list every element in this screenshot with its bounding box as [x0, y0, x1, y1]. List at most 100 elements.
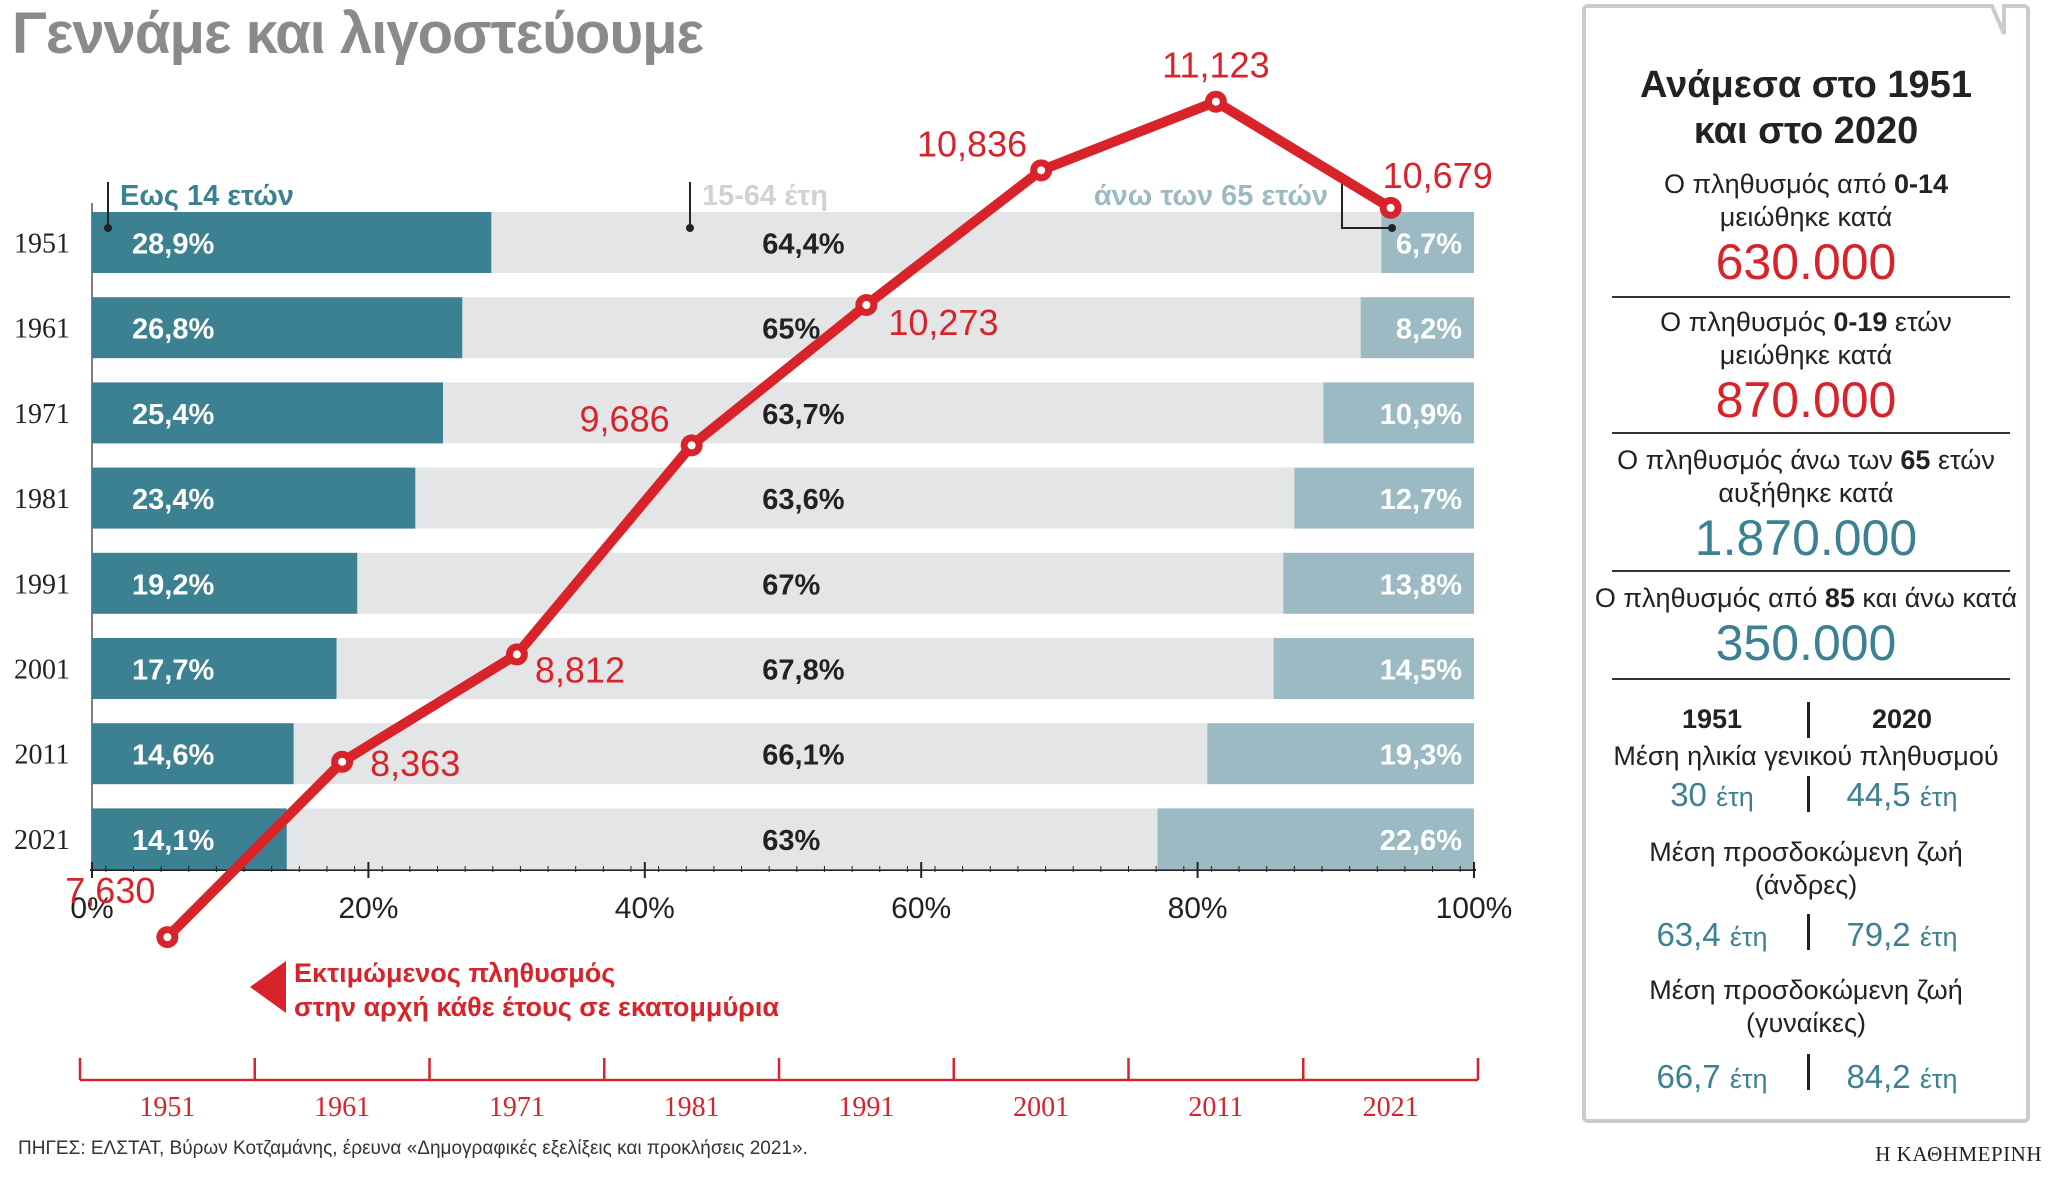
- label-young-2001: 17,7%: [132, 655, 214, 687]
- fact-text: ετών: [1930, 445, 1995, 475]
- value: 44,5: [1846, 776, 1911, 813]
- legend-old: άνω των 65 ετών: [1094, 180, 1328, 212]
- fact-text-line2: αυξήθηκε κατά: [1718, 478, 1894, 508]
- chart: 1951 28,9% 64,4% 6,7% 1961 26,8% 65% 8,2% 1971 25…: [14, 45, 1512, 1123]
- bar-old-1961: [1360, 297, 1474, 359]
- label-line2: (γυναίκες): [1746, 1008, 1866, 1038]
- label-old-1981: 12,7%: [1380, 484, 1462, 516]
- bar-mid-1961: [462, 297, 1361, 359]
- compare-divider: [1807, 702, 1810, 738]
- unit: έτη: [1716, 782, 1754, 812]
- row-label-1961: 1961: [14, 314, 70, 345]
- population-label-2001: 10,836: [917, 123, 1027, 164]
- bar-young-1951: [92, 212, 492, 273]
- fact-text: Ο πληθυσμός από: [1664, 169, 1894, 199]
- population-label-1971: 8,812: [535, 649, 625, 690]
- bar-young-1971: [92, 382, 444, 444]
- value: 79,2: [1846, 916, 1911, 953]
- compare-label-age: Μέση ηλικία γενικού πληθυσμού: [1613, 741, 1999, 771]
- x-tick-label: 80%: [1168, 892, 1228, 925]
- compare-divider: [1807, 776, 1810, 812]
- panel-heading: Ανάμεσα στο 1951 και στο 2020: [1582, 62, 2030, 154]
- bar-young-2021: [92, 808, 287, 870]
- population-point-center: [338, 757, 347, 766]
- value: 66,7: [1656, 1058, 1721, 1095]
- panel-heading-line1: Ανάμεσα στο 1951: [1640, 64, 1972, 106]
- bar-old-1951: [1381, 212, 1474, 273]
- compare-men-a: 63,4 έτη: [1612, 916, 1812, 954]
- population-legend-arrow: [250, 961, 286, 1013]
- bar-mid-1971: [443, 382, 1324, 444]
- population-point-center: [862, 300, 871, 309]
- population-point-center: [687, 441, 696, 450]
- fact-bold: 0-14: [1893, 169, 1948, 199]
- row-label-1981: 1981: [14, 484, 70, 515]
- population-label-1991: 10,273: [888, 302, 998, 343]
- population-point-center: [1037, 166, 1046, 175]
- compare-year-b: 2020: [1871, 704, 1933, 734]
- timeline-label-1981: 1981: [664, 1092, 720, 1123]
- fact-65-plus: Ο πληθυσμός άνω των 65 ετών αυξήθηκε κατ…: [1582, 444, 2030, 566]
- label-young-1961: 26,8%: [132, 314, 214, 346]
- label-old-1971: 10,9%: [1380, 399, 1462, 431]
- population-point-center: [1211, 97, 1220, 106]
- label-mid-2011: 66,1%: [762, 740, 844, 772]
- population-label-2011: 11,123: [1162, 45, 1269, 86]
- label-mid-1951: 64,4%: [762, 229, 844, 261]
- row-label-1971: 1971: [14, 399, 70, 430]
- legend-young-dot: [104, 224, 112, 232]
- population-line: [162, 96, 1396, 943]
- timeline-label-2001: 2001: [1013, 1092, 1069, 1123]
- x-tick-label: 20%: [338, 892, 398, 925]
- label-mid-1971: 63,7%: [762, 399, 844, 431]
- fact-value: 630.000: [1715, 234, 1897, 290]
- bar-old-1981: [1294, 467, 1474, 529]
- compare-divider: [1807, 914, 1810, 950]
- label-old-1961: 8,2%: [1396, 314, 1462, 346]
- label-old-2011: 19,3%: [1380, 740, 1462, 772]
- fact-0-19: Ο πληθυσμός 0-19 ετών μειώθηκε κατά 870.…: [1582, 306, 2030, 428]
- compare-label-men: Μέση προσδοκώμενη ζωή (άνδρες): [1582, 836, 2030, 902]
- population-label-1981: 9,686: [580, 398, 670, 439]
- value: 30: [1670, 776, 1707, 813]
- label-young-1971: 25,4%: [132, 399, 214, 431]
- row-label-2021: 2021: [14, 825, 70, 856]
- fact-text-line2: μειώθηκε κατά: [1719, 202, 1893, 232]
- bar-mid-2021: [286, 808, 1158, 870]
- unit: έτη: [1919, 1064, 1958, 1094]
- bar-mid-1981: [415, 467, 1295, 529]
- compare-men-b: 79,2 έτη: [1802, 916, 2002, 954]
- population-point-center: [163, 933, 172, 942]
- unit: έτη: [1729, 922, 1768, 952]
- compare-label-women: Μέση προσδοκώμενη ζωή (γυναίκες): [1582, 974, 2030, 1040]
- fact-value: 350.000: [1715, 615, 1897, 671]
- compare-women-a: 66,7 έτη: [1612, 1058, 1812, 1096]
- unit: έτη: [1729, 1064, 1768, 1094]
- panel-separator: [1612, 432, 2010, 434]
- bar-young-1991: [92, 552, 358, 614]
- bar-old-1991: [1283, 552, 1474, 614]
- unit: έτη: [1919, 782, 1958, 812]
- label-line1: Μέση προσδοκώμενη ζωή: [1649, 837, 1963, 867]
- bar-mid-2011: [293, 723, 1208, 785]
- x-tick-label: 0%: [70, 892, 113, 925]
- fact-value: 870.000: [1715, 372, 1897, 428]
- bar-young-2001: [92, 638, 337, 699]
- timeline-label-1971: 1971: [489, 1092, 545, 1123]
- timeline-label-1951: 1951: [139, 1092, 195, 1123]
- row-label-2011: 2011: [15, 740, 70, 771]
- timeline-label-2011: 2011: [1188, 1092, 1243, 1123]
- label-line1: Μέση προσδοκώμενη ζωή: [1649, 975, 1963, 1005]
- fact-bold: 85: [1824, 583, 1855, 613]
- population-label-1951: 7,630: [65, 870, 155, 911]
- label-mid-1981: 63,6%: [762, 484, 844, 516]
- compare-age-b: 44,5 έτη: [1802, 776, 2002, 814]
- fact-text: Ο πληθυσμός: [1660, 307, 1834, 337]
- fact-text: Ο πληθυσμός άνω των: [1617, 445, 1901, 475]
- label-mid-2001: 67,8%: [762, 655, 844, 687]
- fact-0-14: Ο πληθυσμός από 0-14 μειώθηκε κατά 630.0…: [1582, 168, 2030, 290]
- brand-logo: Η ΚΑΘΗΜΕΡΙΝΗ: [1875, 1142, 2042, 1166]
- label-young-2011: 14,6%: [132, 740, 214, 772]
- timeline-label-1961: 1961: [314, 1092, 370, 1123]
- sources-note: ΠΗΓΕΣ: ΕΛΣΤΑΤ, Βύρων Κοτζαμάνης, έρευνα …: [18, 1138, 808, 1159]
